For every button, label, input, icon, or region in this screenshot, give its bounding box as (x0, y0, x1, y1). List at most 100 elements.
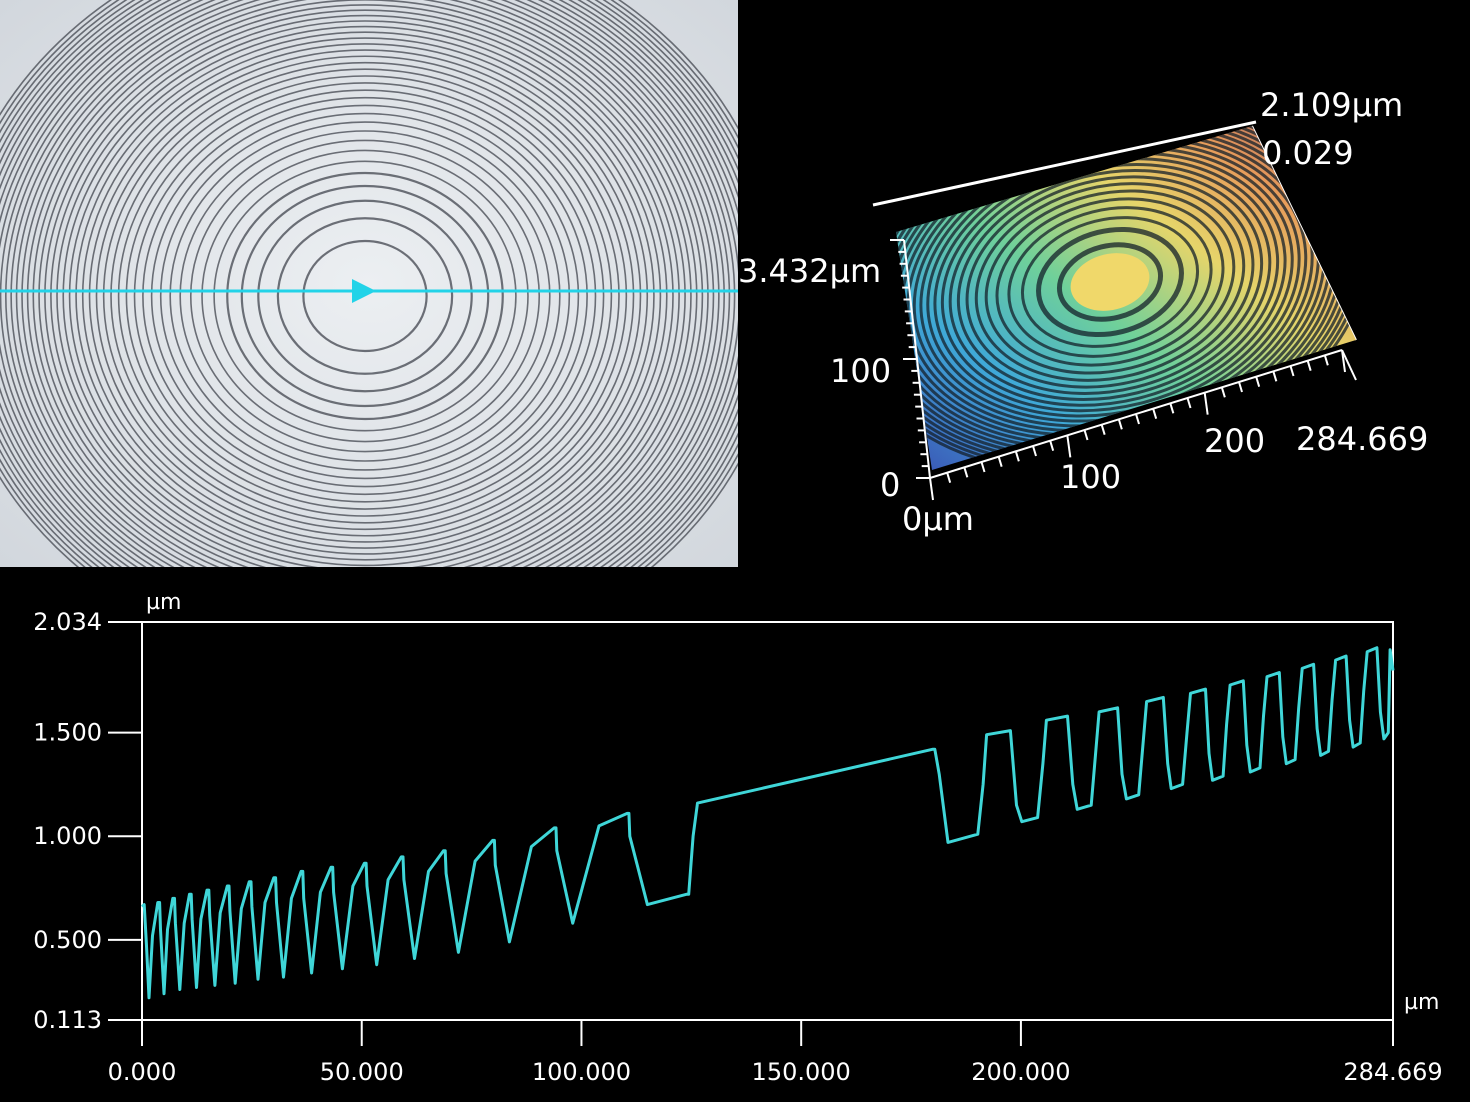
surface-contour (1036, 226, 1184, 338)
surface-peak (1070, 253, 1150, 311)
z-axis-top-edge (872, 120, 1257, 207)
fringe-ring (15, 0, 715, 567)
x-max-label: 284.669 (1296, 420, 1428, 458)
y-tick-label: 0.500 (33, 926, 102, 954)
fringe-ring (88, 49, 642, 543)
fringe-ring (26, 0, 704, 567)
surface-x-tick (1152, 408, 1158, 419)
fringe-ring (276, 217, 454, 375)
surface-contour (995, 197, 1225, 367)
fringe-ring (75, 37, 655, 555)
fringe-rings (0, 0, 738, 567)
surface-3d-plot: 2.109µm 0.029 3.432µm 100 0 0µm 100 200 … (738, 86, 1428, 538)
y-mid-label: 100 (830, 352, 891, 390)
surface-x-tick (1049, 440, 1055, 451)
x-axis-far (1341, 349, 1357, 381)
x-tick-label: 284.669 (1343, 1058, 1442, 1086)
surface-x-tick (1066, 435, 1072, 458)
fringe-ring (110, 68, 620, 524)
fringe-ring (50, 14, 680, 567)
profile-line (140, 646, 1395, 1000)
fringe-ring (38, 4, 692, 567)
fringe-ring (10, 0, 720, 567)
fringe-ring (44, 9, 686, 567)
x-200-label: 200 (1204, 422, 1265, 460)
surface-x-tick (1135, 413, 1140, 425)
fringe-ring (169, 121, 561, 471)
y-max-label: 3.432µm (738, 252, 881, 290)
fringe-image-view[interactable] (0, 0, 738, 567)
y-zero-label: 0 (880, 466, 900, 504)
fringe-ring (32, 0, 698, 567)
fringe-ring (179, 130, 551, 462)
fringe-ring (102, 61, 628, 531)
surface-contour (965, 175, 1255, 389)
surface-x-tick (997, 456, 1003, 467)
surface-x-tick (1272, 371, 1278, 382)
x-unit-label: µm (1404, 990, 1439, 1015)
fringe-ring (257, 199, 473, 393)
fringe-ring (117, 75, 613, 517)
y-tick-label: 0.113 (33, 1006, 102, 1034)
surface-x-tick (1083, 429, 1089, 441)
fringe-ring (159, 112, 571, 480)
plot-frame (141, 621, 1394, 1021)
surface-contour (1056, 242, 1164, 322)
x-axis-ticks: 0.000 50.000 100.000 150.000 200.000 284.669 (108, 1020, 1443, 1086)
surface-x-tick (1323, 355, 1329, 366)
x-tick-label: 200.000 (971, 1058, 1070, 1086)
surface-x-tick (980, 461, 986, 473)
fringe-ring (68, 31, 662, 561)
fringe-image (0, 0, 738, 567)
y-axis-ticks: 2.034 1.500 1.000 0.500 0.113 (33, 608, 142, 1034)
surface-x-tick (1255, 376, 1261, 387)
surface-axis-ticks (890, 239, 1346, 501)
surface-x-tick (1032, 445, 1037, 457)
y-tick-label: 1.500 (33, 719, 102, 747)
surface-contour (984, 189, 1236, 375)
fringe-ring (133, 89, 597, 503)
x-100-label: 100 (1060, 458, 1121, 496)
surface-contour (1020, 216, 1200, 348)
z-min-label: 0.029 (1262, 134, 1354, 172)
surface-x-tick (929, 477, 934, 501)
x-tick-label: 0.000 (108, 1058, 177, 1086)
fringe-ring (213, 160, 517, 432)
fringe-ring (21, 0, 709, 567)
profile-chart-panel: µm µm 2.034 1.500 1.000 0.500 0.113 0.000 50.… (0, 567, 1470, 1098)
scan-direction-arrow-icon[interactable] (352, 279, 376, 303)
fringe-ring (240, 184, 490, 408)
surface-x-tick (946, 472, 952, 483)
x-tick-label: 50.000 (320, 1058, 404, 1086)
surface-x-tick (1169, 403, 1175, 414)
fringe-ring (56, 20, 674, 567)
surface-x-tick (1100, 424, 1106, 435)
fringe-ring (302, 239, 428, 353)
fringe-ring (125, 82, 605, 510)
y-tick-label: 1.000 (33, 822, 102, 850)
y-tick-label: 2.034 (33, 608, 102, 636)
surface-x-tick (1117, 419, 1123, 430)
fringe-ring (81, 43, 649, 549)
fringe-ring (0, 0, 731, 567)
surface-contour (974, 182, 1246, 382)
surface-3d-view[interactable]: 2.109µm 0.029 3.432µm 100 0 0µm 100 200 … (738, 0, 1470, 567)
surface-x-tick (1341, 349, 1346, 373)
surface-x-tick (1220, 387, 1226, 398)
x-tick-label: 100.000 (532, 1058, 631, 1086)
surface-contour (1007, 206, 1213, 358)
origin-label: 0µm (902, 500, 974, 538)
fringe-ring (5, 0, 725, 567)
surface-x-tick (1238, 381, 1243, 393)
fringe-ring (0, 0, 736, 567)
surface-contour (956, 169, 1264, 395)
surface-x-tick (1014, 451, 1020, 462)
fringe-ring (189, 139, 541, 453)
fringe-ring (142, 96, 588, 496)
surface-x-tick (1186, 397, 1192, 409)
x-tick-label: 150.000 (752, 1058, 851, 1086)
surface-x-tick (1306, 360, 1312, 371)
surface-x-tick (963, 467, 969, 478)
surface-x-tick (1203, 392, 1209, 415)
z-max-label: 2.109µm (1260, 86, 1403, 124)
